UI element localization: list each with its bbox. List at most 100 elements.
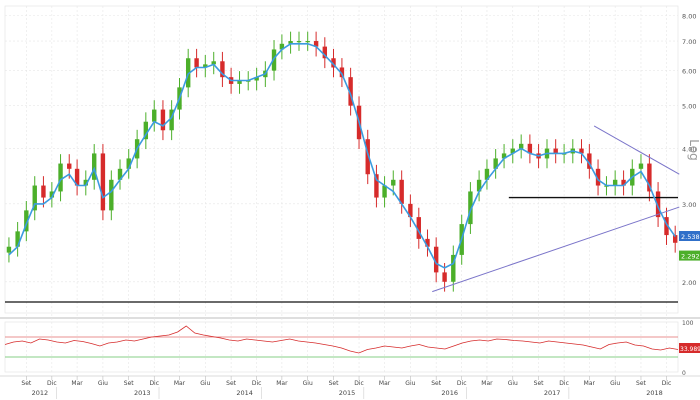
price-bar-body — [484, 168, 490, 180]
price-bar — [527, 134, 533, 164]
price-bar-body — [331, 58, 336, 68]
price-bar-body — [348, 77, 353, 106]
oscillator-line — [4, 325, 679, 354]
price-bar — [408, 194, 413, 227]
month-label: Giu — [303, 380, 313, 387]
price-bar-body — [638, 163, 644, 169]
month-label: Set — [21, 380, 32, 387]
month-label: Mar — [71, 380, 83, 387]
price-bar-body — [322, 46, 328, 59]
price-bar-body — [74, 168, 80, 186]
month-label: Dic — [662, 380, 672, 387]
price-bar-body — [169, 109, 174, 131]
price-bar-body — [664, 217, 669, 236]
price-bar — [664, 207, 669, 245]
oscillator-value-flag-label: 33.9897 — [680, 346, 700, 353]
month-label: Set — [124, 380, 135, 387]
price-bar-body — [595, 168, 601, 186]
price-bar-body — [152, 109, 157, 122]
price-bar — [152, 100, 157, 132]
price-bar-body — [374, 174, 379, 198]
price-bar — [493, 149, 498, 179]
price-bar — [510, 139, 515, 164]
price-bar — [322, 37, 328, 69]
price-bar — [92, 144, 97, 190]
price-bar-body — [109, 179, 114, 211]
year-label: 2017 — [544, 389, 561, 397]
year-label: 2012 — [32, 389, 49, 397]
price-bar-body — [553, 148, 558, 154]
month-label: Set — [636, 380, 647, 387]
price-bar-body — [391, 179, 396, 186]
year-label: 2018 — [646, 389, 663, 397]
price-bar — [6, 237, 12, 263]
price-bar — [58, 154, 63, 202]
price-tick-label: 3.00 — [682, 201, 696, 209]
price-bar-body — [510, 148, 515, 154]
price-bar — [655, 182, 661, 227]
price-bar-body — [476, 179, 482, 192]
price-bar — [203, 54, 208, 78]
price-tick-label: 4.00 — [682, 146, 696, 154]
month-label: Dic — [457, 380, 467, 387]
month-label: Giu — [98, 380, 108, 387]
price-bar-body — [279, 43, 285, 50]
price-bar-body — [220, 61, 225, 78]
year-label: 2014 — [236, 389, 253, 397]
value-flag: 2.292 — [679, 250, 700, 261]
year-label: 2015 — [339, 389, 356, 397]
price-bar-body — [67, 163, 72, 169]
price-bar-body — [647, 163, 652, 192]
year-label: 2016 — [441, 389, 458, 397]
value-flag-label: 2.292 — [681, 253, 700, 261]
moving-average-layer — [8, 43, 676, 269]
price-bar — [49, 182, 55, 208]
price-bar — [484, 159, 490, 190]
price-bar — [348, 67, 353, 116]
price-bar-body — [621, 179, 626, 186]
price-bar-body — [117, 168, 123, 180]
price-bar-body — [425, 238, 430, 247]
month-label: Mar — [174, 380, 186, 387]
price-bar — [468, 182, 473, 234]
price-bar — [621, 170, 626, 196]
price-bar-body — [92, 153, 97, 180]
price-tick-label: 6.00 — [682, 68, 696, 76]
price-bar-body — [271, 49, 277, 71]
value-flag-label: 2.538 — [681, 233, 700, 241]
price-bar-body — [587, 153, 592, 169]
price-bar-body — [305, 41, 310, 43]
price-bar — [416, 207, 421, 249]
price-bar — [74, 159, 80, 196]
price-bar — [374, 164, 379, 208]
price-bar-body — [408, 203, 413, 218]
price-bar-body — [6, 246, 12, 253]
price-bar — [288, 31, 293, 54]
month-label: Dic — [149, 380, 159, 387]
month-label: Set — [226, 380, 237, 387]
price-bar — [254, 67, 259, 91]
price-bar-body — [493, 158, 498, 169]
price-bar-body — [49, 191, 55, 198]
price-bar-body — [313, 41, 319, 47]
price-bar-body — [296, 41, 302, 43]
month-label: Set — [329, 380, 340, 387]
month-label: Set — [534, 380, 545, 387]
price-bar — [169, 100, 174, 141]
price-bar — [237, 71, 242, 94]
trendline-layer — [5, 125, 680, 303]
price-bar — [501, 144, 507, 169]
month-label: Giu — [200, 380, 210, 387]
price-bar — [553, 139, 558, 164]
price-bar — [579, 139, 584, 164]
price-bar — [476, 170, 482, 202]
price-bar-body — [339, 67, 345, 78]
moving-average-line — [8, 43, 676, 269]
month-label: Mar — [584, 380, 596, 387]
axis-layer: 2.003.004.005.006.007.008.00Log1005002.5… — [0, 12, 700, 399]
price-bar-body — [194, 58, 199, 68]
month-label: Giu — [508, 380, 518, 387]
oscillator-panel-frame — [4, 321, 679, 373]
price-bar — [672, 225, 678, 253]
month-label: Dic — [354, 380, 364, 387]
